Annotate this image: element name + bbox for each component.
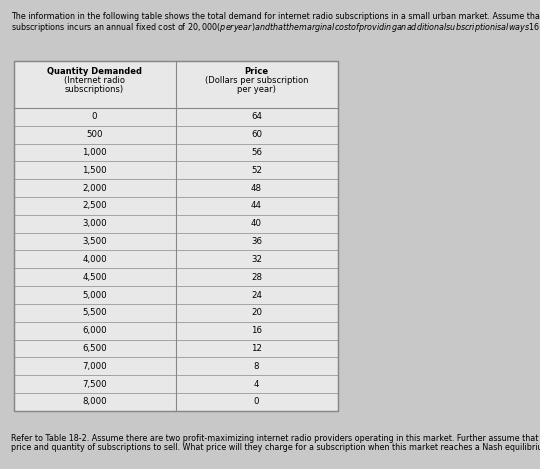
Text: 3,000: 3,000 — [82, 219, 107, 228]
Text: The information in the following table shows the total demand for internet radio: The information in the following table s… — [11, 12, 540, 21]
Text: 0: 0 — [254, 397, 259, 407]
Text: 40: 40 — [251, 219, 262, 228]
Text: 36: 36 — [251, 237, 262, 246]
Text: 64: 64 — [251, 112, 262, 121]
Text: 6,500: 6,500 — [82, 344, 107, 353]
Text: 5,000: 5,000 — [82, 290, 107, 300]
Text: 0: 0 — [92, 112, 97, 121]
Text: 7,000: 7,000 — [82, 362, 107, 371]
Text: 1,000: 1,000 — [82, 148, 107, 157]
Text: Quantity Demanded: Quantity Demanded — [47, 67, 142, 76]
Text: 12: 12 — [251, 344, 262, 353]
Text: 2,000: 2,000 — [82, 183, 107, 193]
Text: 1,500: 1,500 — [82, 166, 107, 175]
Text: 7,500: 7,500 — [82, 379, 107, 389]
Text: 32: 32 — [251, 255, 262, 264]
Text: 16: 16 — [251, 326, 262, 335]
Text: 5,500: 5,500 — [82, 308, 107, 318]
Text: 500: 500 — [86, 130, 103, 139]
Text: 24: 24 — [251, 290, 262, 300]
Text: 8: 8 — [254, 362, 259, 371]
Text: 3,500: 3,500 — [82, 237, 107, 246]
Text: 60: 60 — [251, 130, 262, 139]
Text: (Internet radio: (Internet radio — [64, 76, 125, 85]
Text: 56: 56 — [251, 148, 262, 157]
Text: 4,500: 4,500 — [82, 272, 107, 282]
Text: 28: 28 — [251, 272, 262, 282]
Text: subscriptions): subscriptions) — [65, 85, 124, 94]
Text: 48: 48 — [251, 183, 262, 193]
Text: Price: Price — [245, 67, 268, 76]
Text: 4: 4 — [254, 379, 259, 389]
Text: 20: 20 — [251, 308, 262, 318]
Text: Refer to Table 18-2. Assume there are two profit-maximizing internet radio provi: Refer to Table 18-2. Assume there are tw… — [11, 434, 540, 443]
Text: 2,500: 2,500 — [82, 201, 107, 211]
Text: (Dollars per subscription: (Dollars per subscription — [205, 76, 308, 85]
Text: 6,000: 6,000 — [82, 326, 107, 335]
Text: subscriptions incurs an annual fixed cost of $20,000 (per year) and that the mar: subscriptions incurs an annual fixed cos… — [11, 21, 540, 34]
Text: per year): per year) — [237, 85, 276, 94]
Text: 4,000: 4,000 — [82, 255, 107, 264]
Text: 8,000: 8,000 — [82, 397, 107, 407]
Text: 44: 44 — [251, 201, 262, 211]
Text: price and quantity of subscriptions to sell. What price will they charge for a s: price and quantity of subscriptions to s… — [11, 443, 540, 452]
Text: 52: 52 — [251, 166, 262, 175]
